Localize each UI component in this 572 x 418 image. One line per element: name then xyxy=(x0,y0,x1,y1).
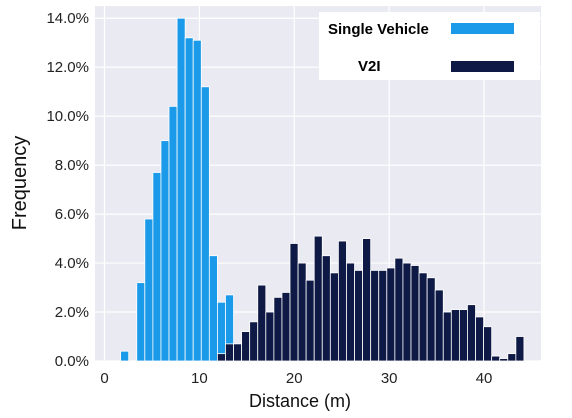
x-tick-label: 0 xyxy=(100,370,108,387)
bar-v2i-37 xyxy=(515,336,525,362)
bar-v2i-0 xyxy=(217,353,226,362)
legend-label-single-vehicle: Single Vehicle xyxy=(328,21,429,38)
x-tick-label: 10 xyxy=(191,370,208,387)
x-tick-label: 40 xyxy=(476,370,493,387)
y-tick-label: 4.0% xyxy=(55,255,89,272)
bar-single-vehicle-13 xyxy=(208,255,218,362)
y-tick-label: 12.0% xyxy=(46,59,89,76)
y-tick-label: 2.0% xyxy=(55,304,89,321)
bar-v2i-13 xyxy=(321,255,331,362)
y-tick-label: 0.0% xyxy=(55,353,89,370)
legend: Single Vehicle V2I xyxy=(319,12,540,80)
y-tick-label: 14.0% xyxy=(46,10,89,27)
bar-v2i-24 xyxy=(410,265,420,362)
bar-v2i-26 xyxy=(426,277,436,362)
bar-v2i-8 xyxy=(281,292,291,362)
y-tick-label: 8.0% xyxy=(55,157,89,174)
bar-single-vehicle-10 xyxy=(184,37,194,362)
bar-v2i-14 xyxy=(329,272,339,362)
bar-v2i-33 xyxy=(483,326,493,362)
bar-single-vehicle-12 xyxy=(200,86,210,362)
bar-v2i-30 xyxy=(458,309,468,362)
bar-v2i-2 xyxy=(233,343,243,362)
x-tick-labels: 0 10 20 30 40 xyxy=(100,370,492,387)
y-axis-title: Frequency xyxy=(9,136,31,231)
legend-swatch-v2i xyxy=(451,61,514,72)
bar-v2i-1 xyxy=(225,343,234,362)
x-tick-label: 30 xyxy=(381,370,398,387)
bar-single-vehicle-7 xyxy=(160,140,170,362)
bar-v2i-19 xyxy=(370,270,380,362)
bar-v2i-9 xyxy=(289,243,299,362)
bar-v2i-29 xyxy=(450,309,460,362)
bar-single-vehicle-9 xyxy=(176,17,186,362)
legend-label-v2i: V2I xyxy=(358,58,381,75)
y-tick-labels: 0.0% 2.0% 4.0% 6.0% 8.0% 10.0% 12.0% 14.0% xyxy=(46,10,89,370)
bar-v2i-25 xyxy=(418,272,428,362)
bar-v2i-7 xyxy=(273,296,283,362)
bar-v2i-22 xyxy=(394,257,404,362)
bar-single-vehicle-4 xyxy=(136,282,146,362)
bar-v2i-18 xyxy=(362,238,372,362)
bar-v2i-20 xyxy=(378,270,388,362)
bar-v2i-16 xyxy=(346,262,355,362)
bar-v2i-21 xyxy=(386,267,396,362)
bar-single-vehicle-11 xyxy=(192,39,202,362)
bar-v2i-32 xyxy=(475,316,484,362)
x-axis-title: Distance (m) xyxy=(249,391,351,411)
bars-group xyxy=(120,17,525,362)
legend-swatch-single-vehicle xyxy=(451,23,514,34)
bar-v2i-11 xyxy=(305,279,315,362)
x-tick-label: 20 xyxy=(286,370,303,387)
bar-single-vehicle-8 xyxy=(168,105,178,362)
bar-single-vehicle-2 xyxy=(120,350,130,362)
bar-v2i-28 xyxy=(442,311,452,362)
bar-single-vehicle-5 xyxy=(144,218,154,362)
bar-v2i-34 xyxy=(491,355,501,362)
bar-v2i-27 xyxy=(434,289,444,362)
bar-v2i-35 xyxy=(499,358,509,362)
bar-v2i-5 xyxy=(257,284,267,362)
bar-v2i-12 xyxy=(313,235,323,362)
bar-v2i-4 xyxy=(249,321,259,362)
bar-v2i-36 xyxy=(507,353,517,362)
bar-single-vehicle-6 xyxy=(152,172,162,362)
bar-v2i-23 xyxy=(402,262,412,362)
y-tick-label: 10.0% xyxy=(46,108,89,125)
bar-single-vehicle-14 xyxy=(217,301,226,362)
bar-v2i-10 xyxy=(297,262,307,362)
bar-v2i-6 xyxy=(265,311,275,362)
bar-v2i-17 xyxy=(354,270,364,362)
bar-v2i-31 xyxy=(467,304,476,362)
y-tick-label: 6.0% xyxy=(55,206,89,223)
bar-v2i-3 xyxy=(241,331,251,362)
bar-v2i-15 xyxy=(338,240,347,362)
